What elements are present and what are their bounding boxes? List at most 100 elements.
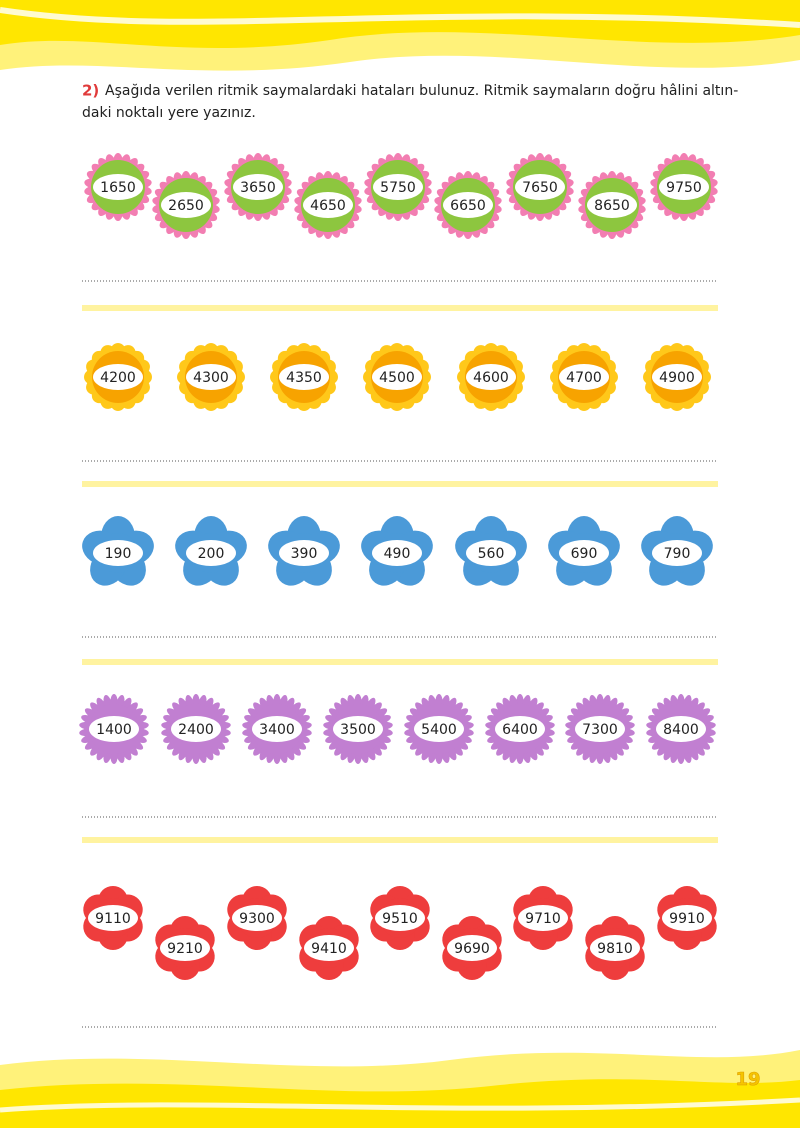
number-bubble bbox=[652, 540, 702, 566]
flower: 2650 bbox=[152, 171, 220, 239]
number-bubble bbox=[466, 364, 516, 390]
number-bubble bbox=[233, 174, 283, 200]
flower-number: 4350 bbox=[286, 370, 322, 386]
flower-number: 190 bbox=[105, 546, 132, 562]
flower: 9110 bbox=[83, 886, 143, 950]
number-bubble bbox=[186, 540, 236, 566]
number-bubble bbox=[590, 935, 640, 961]
bottom-wave bbox=[0, 1050, 800, 1128]
flower-number: 4900 bbox=[659, 370, 695, 386]
flower-number: 7300 bbox=[582, 722, 618, 738]
flower: 7650 bbox=[506, 153, 574, 221]
number-bubble bbox=[232, 905, 282, 931]
instruction-line: daki noktalı yere yazınız. bbox=[82, 105, 256, 121]
flower: 4500 bbox=[363, 343, 431, 411]
number-bubble bbox=[93, 364, 143, 390]
top-wave bbox=[0, 0, 800, 71]
number-bubble bbox=[161, 192, 211, 218]
flower: 1400 bbox=[79, 694, 149, 764]
question-number: 2) bbox=[82, 82, 99, 100]
flower: 9910 bbox=[657, 886, 717, 950]
number-bubble bbox=[518, 905, 568, 931]
flower-number: 3400 bbox=[259, 722, 295, 738]
number-bubble bbox=[372, 364, 422, 390]
flower: 490 bbox=[361, 516, 433, 586]
flower: 560 bbox=[455, 516, 527, 586]
flower-number: 5750 bbox=[380, 180, 416, 196]
flower-number: 9300 bbox=[239, 911, 275, 927]
number-bubble bbox=[559, 540, 609, 566]
flower: 4300 bbox=[177, 343, 245, 411]
flower: 9410 bbox=[299, 916, 359, 980]
flower-number: 690 bbox=[571, 546, 598, 562]
number-bubble bbox=[466, 540, 516, 566]
number-bubble bbox=[252, 716, 302, 742]
flower: 5750 bbox=[364, 153, 432, 221]
number-bubble bbox=[375, 905, 425, 931]
number-bubble bbox=[443, 192, 493, 218]
flower-number: 1650 bbox=[100, 180, 136, 196]
flower: 4200 bbox=[84, 343, 152, 411]
flower: 4900 bbox=[643, 343, 711, 411]
number-bubble bbox=[93, 540, 143, 566]
number-bubble bbox=[662, 905, 712, 931]
number-bubble bbox=[652, 364, 702, 390]
flower-number: 8650 bbox=[594, 198, 630, 214]
flower-number: 3650 bbox=[240, 180, 276, 196]
number-bubble bbox=[515, 174, 565, 200]
flower: 690 bbox=[548, 516, 620, 586]
number-bubble bbox=[333, 716, 383, 742]
flower-number: 9210 bbox=[167, 941, 203, 957]
row-separator bbox=[82, 837, 718, 843]
flower: 3400 bbox=[242, 694, 312, 764]
number-bubble bbox=[93, 174, 143, 200]
flower: 9510 bbox=[370, 886, 430, 950]
flower-number: 4700 bbox=[566, 370, 602, 386]
number-bubble bbox=[303, 192, 353, 218]
number-bubble bbox=[186, 364, 236, 390]
number-bubble bbox=[373, 174, 423, 200]
flower: 390 bbox=[268, 516, 340, 586]
flower-number: 790 bbox=[664, 546, 691, 562]
flower-number: 8400 bbox=[663, 722, 699, 738]
flower: 4700 bbox=[550, 343, 618, 411]
flower-number: 390 bbox=[291, 546, 318, 562]
flower-number: 4200 bbox=[100, 370, 136, 386]
flower-number: 9690 bbox=[454, 941, 490, 957]
flower-number: 7650 bbox=[522, 180, 558, 196]
number-bubble bbox=[171, 716, 221, 742]
flower-number: 560 bbox=[478, 546, 505, 562]
flower: 6650 bbox=[434, 171, 502, 239]
flower: 9810 bbox=[585, 916, 645, 980]
flower-number: 4650 bbox=[310, 198, 346, 214]
flower: 9690 bbox=[442, 916, 502, 980]
row-separator bbox=[82, 659, 718, 665]
row-separator bbox=[82, 481, 718, 487]
flower-number: 2400 bbox=[178, 722, 214, 738]
flower: 9300 bbox=[227, 886, 287, 950]
number-bubble bbox=[659, 174, 709, 200]
number-bubble bbox=[575, 716, 625, 742]
flower-number: 9910 bbox=[669, 911, 705, 927]
flower: 4650 bbox=[294, 171, 362, 239]
flower-number: 5400 bbox=[421, 722, 457, 738]
number-bubble bbox=[587, 192, 637, 218]
flower: 9750 bbox=[650, 153, 718, 221]
number-bubble bbox=[495, 716, 545, 742]
flower-number: 200 bbox=[198, 546, 225, 562]
flower: 1650 bbox=[84, 153, 152, 221]
flower-number: 9410 bbox=[311, 941, 347, 957]
number-bubble bbox=[304, 935, 354, 961]
flower-number: 490 bbox=[384, 546, 411, 562]
flower: 4600 bbox=[457, 343, 525, 411]
flower: 5400 bbox=[404, 694, 474, 764]
number-bubble bbox=[89, 716, 139, 742]
flower: 9210 bbox=[155, 916, 215, 980]
flower-number: 2650 bbox=[168, 198, 204, 214]
number-bubble bbox=[656, 716, 706, 742]
flower: 200 bbox=[175, 516, 247, 586]
page-number: 19 bbox=[735, 1069, 760, 1090]
flower-number: 6650 bbox=[450, 198, 486, 214]
